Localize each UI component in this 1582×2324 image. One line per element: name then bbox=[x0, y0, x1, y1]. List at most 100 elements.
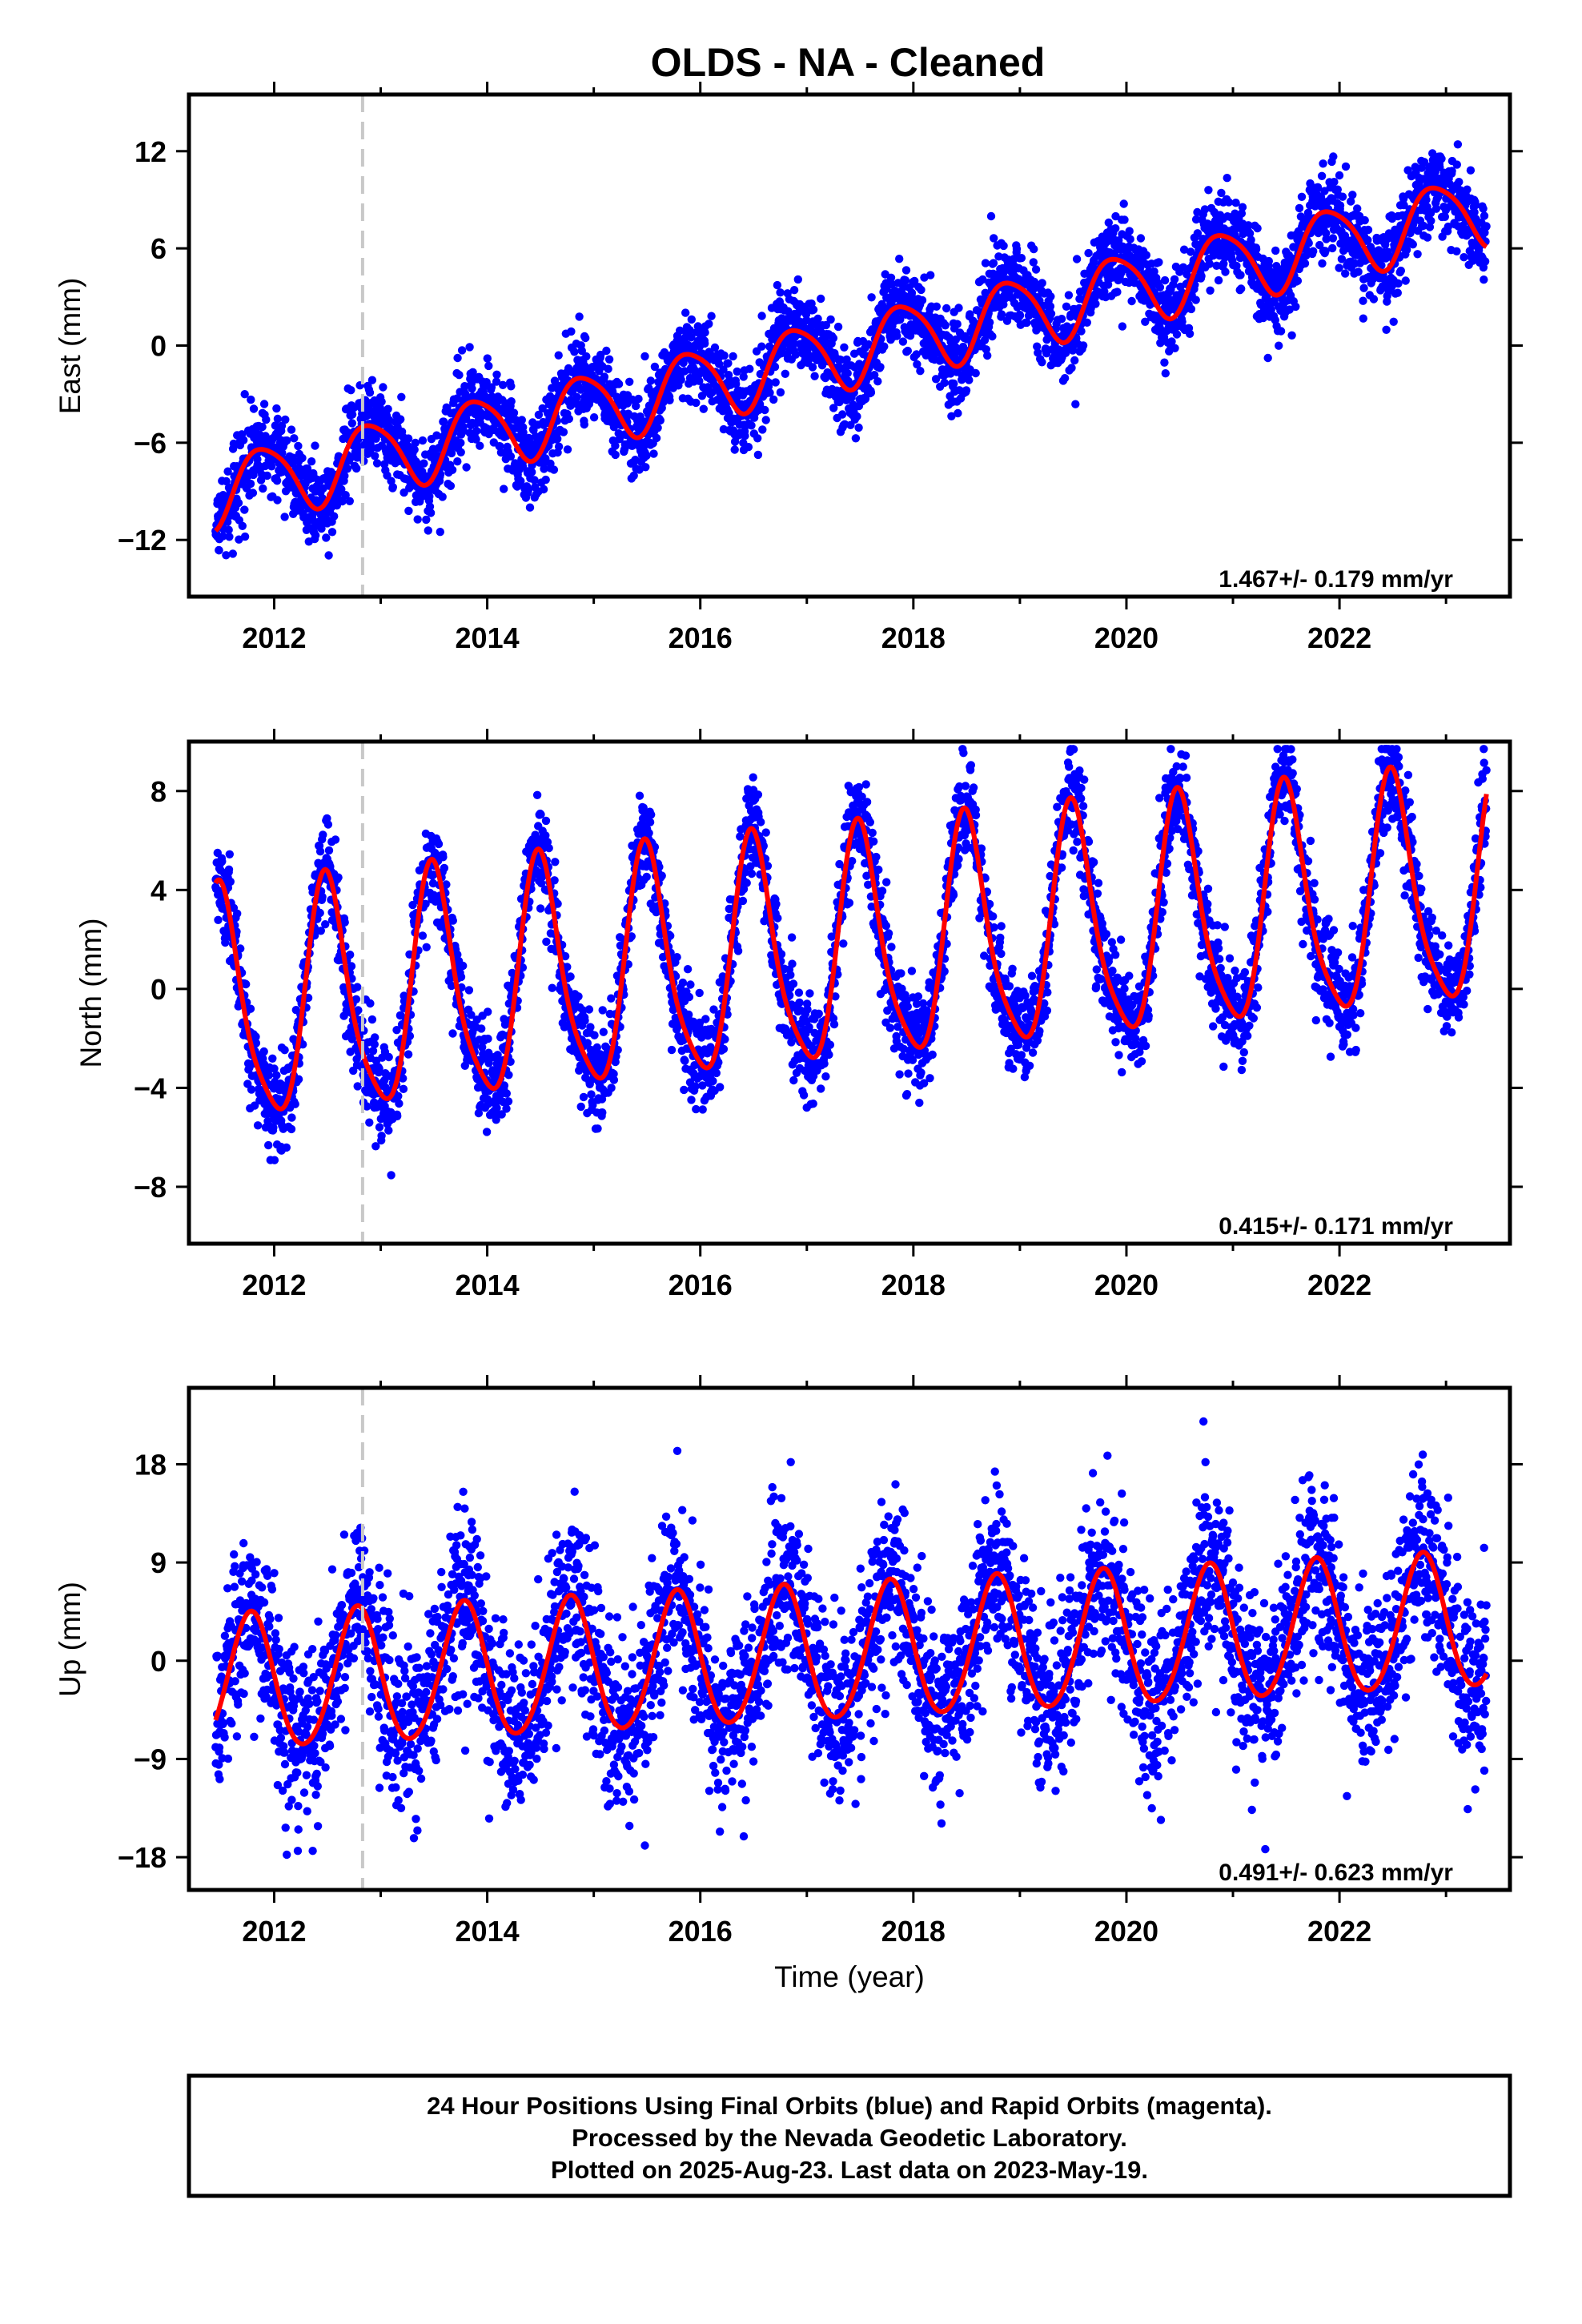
data-point bbox=[214, 915, 223, 925]
data-point bbox=[642, 451, 651, 460]
data-point bbox=[460, 382, 469, 391]
data-point bbox=[323, 820, 333, 829]
data-point bbox=[826, 315, 835, 324]
east-rate-label: 1.467+/- 0.179 mm/yr bbox=[1219, 566, 1453, 593]
data-point bbox=[422, 943, 431, 952]
data-point bbox=[267, 462, 276, 471]
data-point bbox=[1237, 284, 1246, 293]
data-point bbox=[705, 320, 713, 328]
data-point bbox=[602, 346, 611, 356]
data-point bbox=[932, 302, 942, 311]
data-point bbox=[1396, 266, 1406, 275]
data-point bbox=[507, 397, 516, 406]
x-tick-label: 2022 bbox=[1307, 621, 1371, 654]
data-point bbox=[318, 892, 327, 902]
data-point bbox=[492, 377, 501, 386]
data-point bbox=[1401, 276, 1410, 285]
data-point bbox=[1185, 329, 1195, 338]
data-point bbox=[453, 457, 462, 466]
data-point bbox=[567, 327, 576, 336]
x-tick-label: 2018 bbox=[881, 621, 946, 654]
data-point bbox=[476, 441, 484, 450]
data-point bbox=[604, 364, 612, 373]
data-point bbox=[223, 517, 232, 526]
data-point bbox=[1369, 295, 1379, 304]
data-point bbox=[816, 294, 825, 304]
data-point bbox=[324, 846, 334, 855]
data-point bbox=[249, 470, 258, 480]
x-tick-label: 2020 bbox=[1094, 621, 1158, 654]
data-point bbox=[1161, 369, 1170, 378]
data-point bbox=[880, 342, 889, 351]
data-point bbox=[496, 442, 504, 451]
data-point bbox=[233, 909, 242, 919]
data-point bbox=[399, 1084, 408, 1094]
data-point bbox=[917, 296, 927, 305]
data-point bbox=[1479, 204, 1488, 213]
data-point bbox=[404, 1050, 413, 1059]
data-point bbox=[1293, 276, 1303, 285]
data-point bbox=[1337, 255, 1347, 263]
data-point bbox=[765, 388, 774, 397]
data-point bbox=[747, 421, 756, 430]
data-point bbox=[761, 416, 770, 424]
data-point bbox=[340, 472, 349, 480]
data-point bbox=[377, 397, 386, 406]
data-point bbox=[422, 515, 431, 525]
data-point bbox=[1046, 292, 1055, 301]
data-point bbox=[311, 531, 320, 540]
data-point bbox=[1393, 288, 1403, 297]
data-point bbox=[539, 485, 548, 494]
data-point bbox=[367, 376, 377, 384]
data-point bbox=[741, 432, 749, 440]
data-point bbox=[1214, 275, 1223, 285]
data-point bbox=[379, 383, 387, 392]
data-point bbox=[758, 425, 767, 434]
data-point bbox=[504, 1071, 513, 1080]
data-point bbox=[1271, 246, 1280, 255]
data-point bbox=[273, 414, 283, 424]
data-point bbox=[745, 364, 754, 373]
data-point bbox=[307, 457, 316, 466]
data-point bbox=[640, 352, 649, 361]
data-point bbox=[347, 419, 356, 428]
data-point bbox=[259, 484, 267, 493]
data-point bbox=[294, 1075, 303, 1084]
data-point bbox=[1197, 271, 1206, 280]
data-point bbox=[456, 438, 465, 448]
data-point bbox=[692, 398, 701, 408]
data-point bbox=[338, 497, 347, 506]
data-point bbox=[239, 436, 248, 444]
data-point bbox=[649, 449, 658, 458]
data-point bbox=[1291, 302, 1300, 312]
data-point bbox=[327, 528, 337, 537]
data-point bbox=[324, 551, 333, 560]
data-point bbox=[240, 505, 249, 514]
data-point bbox=[411, 438, 420, 448]
data-point bbox=[1111, 224, 1120, 233]
data-point bbox=[898, 337, 908, 346]
data-point bbox=[901, 275, 910, 285]
data-point bbox=[629, 471, 638, 480]
data-point bbox=[303, 464, 312, 473]
data-point bbox=[753, 434, 762, 443]
data-point bbox=[876, 363, 885, 372]
data-point bbox=[1329, 152, 1338, 161]
data-point bbox=[724, 359, 733, 368]
data-point bbox=[438, 493, 447, 501]
data-point bbox=[641, 463, 650, 472]
data-point bbox=[484, 361, 493, 371]
data-point bbox=[396, 415, 405, 424]
data-point bbox=[1422, 195, 1431, 204]
data-point bbox=[219, 532, 227, 541]
data-point bbox=[524, 486, 532, 495]
data-point bbox=[926, 271, 935, 279]
data-point bbox=[223, 467, 232, 476]
data-point bbox=[420, 459, 428, 468]
data-point bbox=[268, 1054, 277, 1063]
data-point bbox=[1359, 283, 1368, 292]
data-point bbox=[447, 448, 456, 458]
data-point bbox=[770, 362, 780, 372]
data-point bbox=[580, 420, 588, 429]
data-point bbox=[1155, 283, 1165, 292]
